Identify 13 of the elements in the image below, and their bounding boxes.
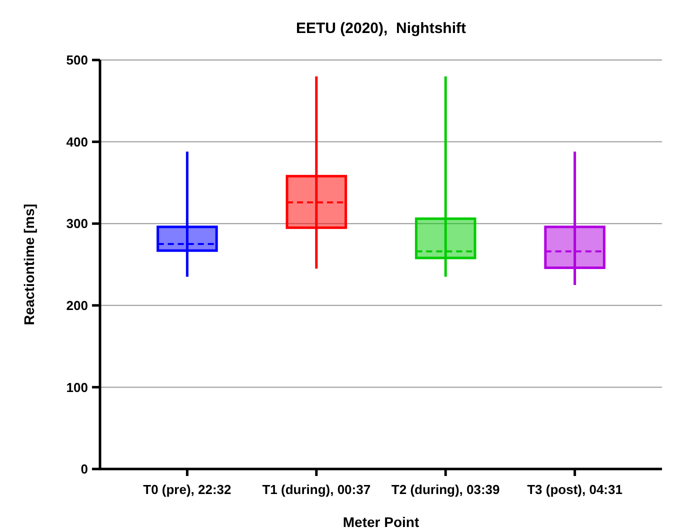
y-tick-label: 200 — [66, 298, 88, 313]
x-tick-label: T0 (pre), 22:32 — [143, 482, 232, 497]
y-tick-label: 0 — [80, 462, 88, 477]
x-tick-label: T1 (during), 00:37 — [262, 482, 371, 497]
chart-title: EETU (2020), Nightshift — [296, 20, 466, 37]
y-tick-label: 500 — [66, 52, 88, 68]
y-axis-title: Reactiontime [ms] — [21, 204, 37, 326]
y-tick-label: 100 — [66, 380, 88, 395]
y-tick-label: 300 — [66, 216, 88, 232]
x-tick-label: T3 (post), 04:31 — [527, 482, 622, 497]
x-axis-title: Meter Point — [342, 514, 420, 530]
x-tick-label: T2 (during), 03:39 — [391, 482, 500, 497]
y-tick-label: 400 — [66, 134, 88, 150]
